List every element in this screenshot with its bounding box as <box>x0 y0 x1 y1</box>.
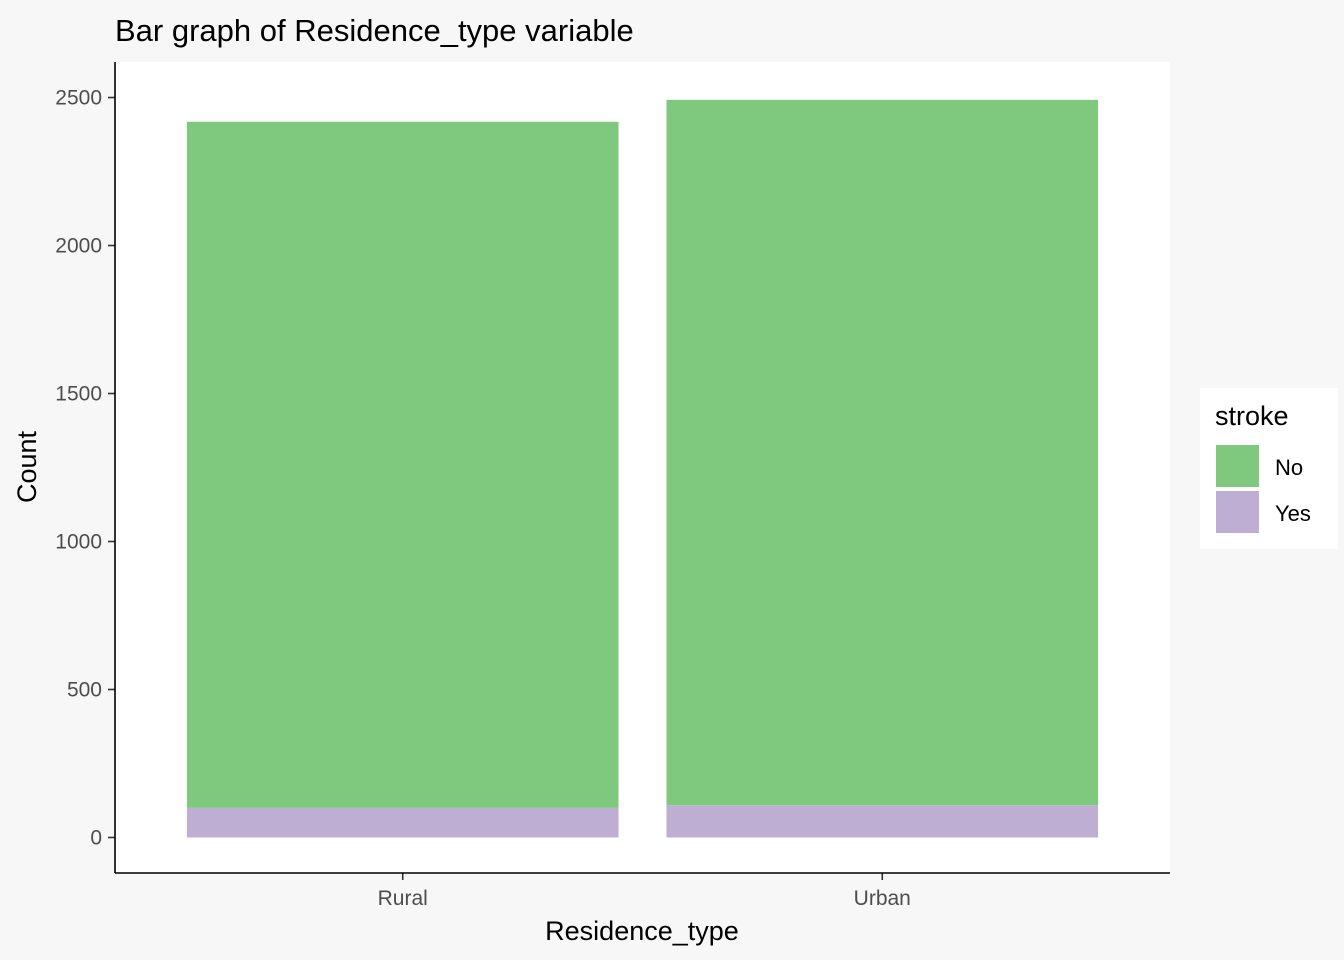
bar-urban-no <box>666 99 1099 806</box>
bars <box>186 99 1099 838</box>
x-axis-ticks: Rural Urban <box>378 873 911 910</box>
chart-title: Bar graph of Residence_type variable <box>115 13 634 48</box>
y-axis-title: Count <box>12 430 42 503</box>
bar-rural-yes <box>186 807 619 838</box>
y-tick-label: 2500 <box>55 87 102 110</box>
y-tick-label: 1500 <box>55 383 102 406</box>
legend-items: No Yes <box>1216 445 1311 533</box>
legend-key-no <box>1216 445 1259 487</box>
legend-key-yes <box>1216 491 1259 533</box>
y-tick-label: 2000 <box>55 235 102 258</box>
legend: stroke No Yes <box>1200 388 1338 549</box>
bar-urban-yes <box>666 805 1099 838</box>
x-tick-label: Urban <box>854 887 911 910</box>
y-tick-label: 0 <box>90 826 102 849</box>
y-tick-label: 1000 <box>55 530 102 553</box>
legend-label-no: No <box>1275 455 1303 480</box>
legend-title: stroke <box>1215 401 1289 431</box>
legend-label-yes: Yes <box>1275 501 1311 526</box>
x-tick-label: Rural <box>378 887 428 910</box>
y-tick-label: 500 <box>67 678 102 701</box>
x-axis-title: Residence_type <box>545 916 739 946</box>
bar-rural-no <box>186 121 619 808</box>
y-axis-ticks: 0 500 1000 1500 2000 2500 <box>55 87 115 849</box>
